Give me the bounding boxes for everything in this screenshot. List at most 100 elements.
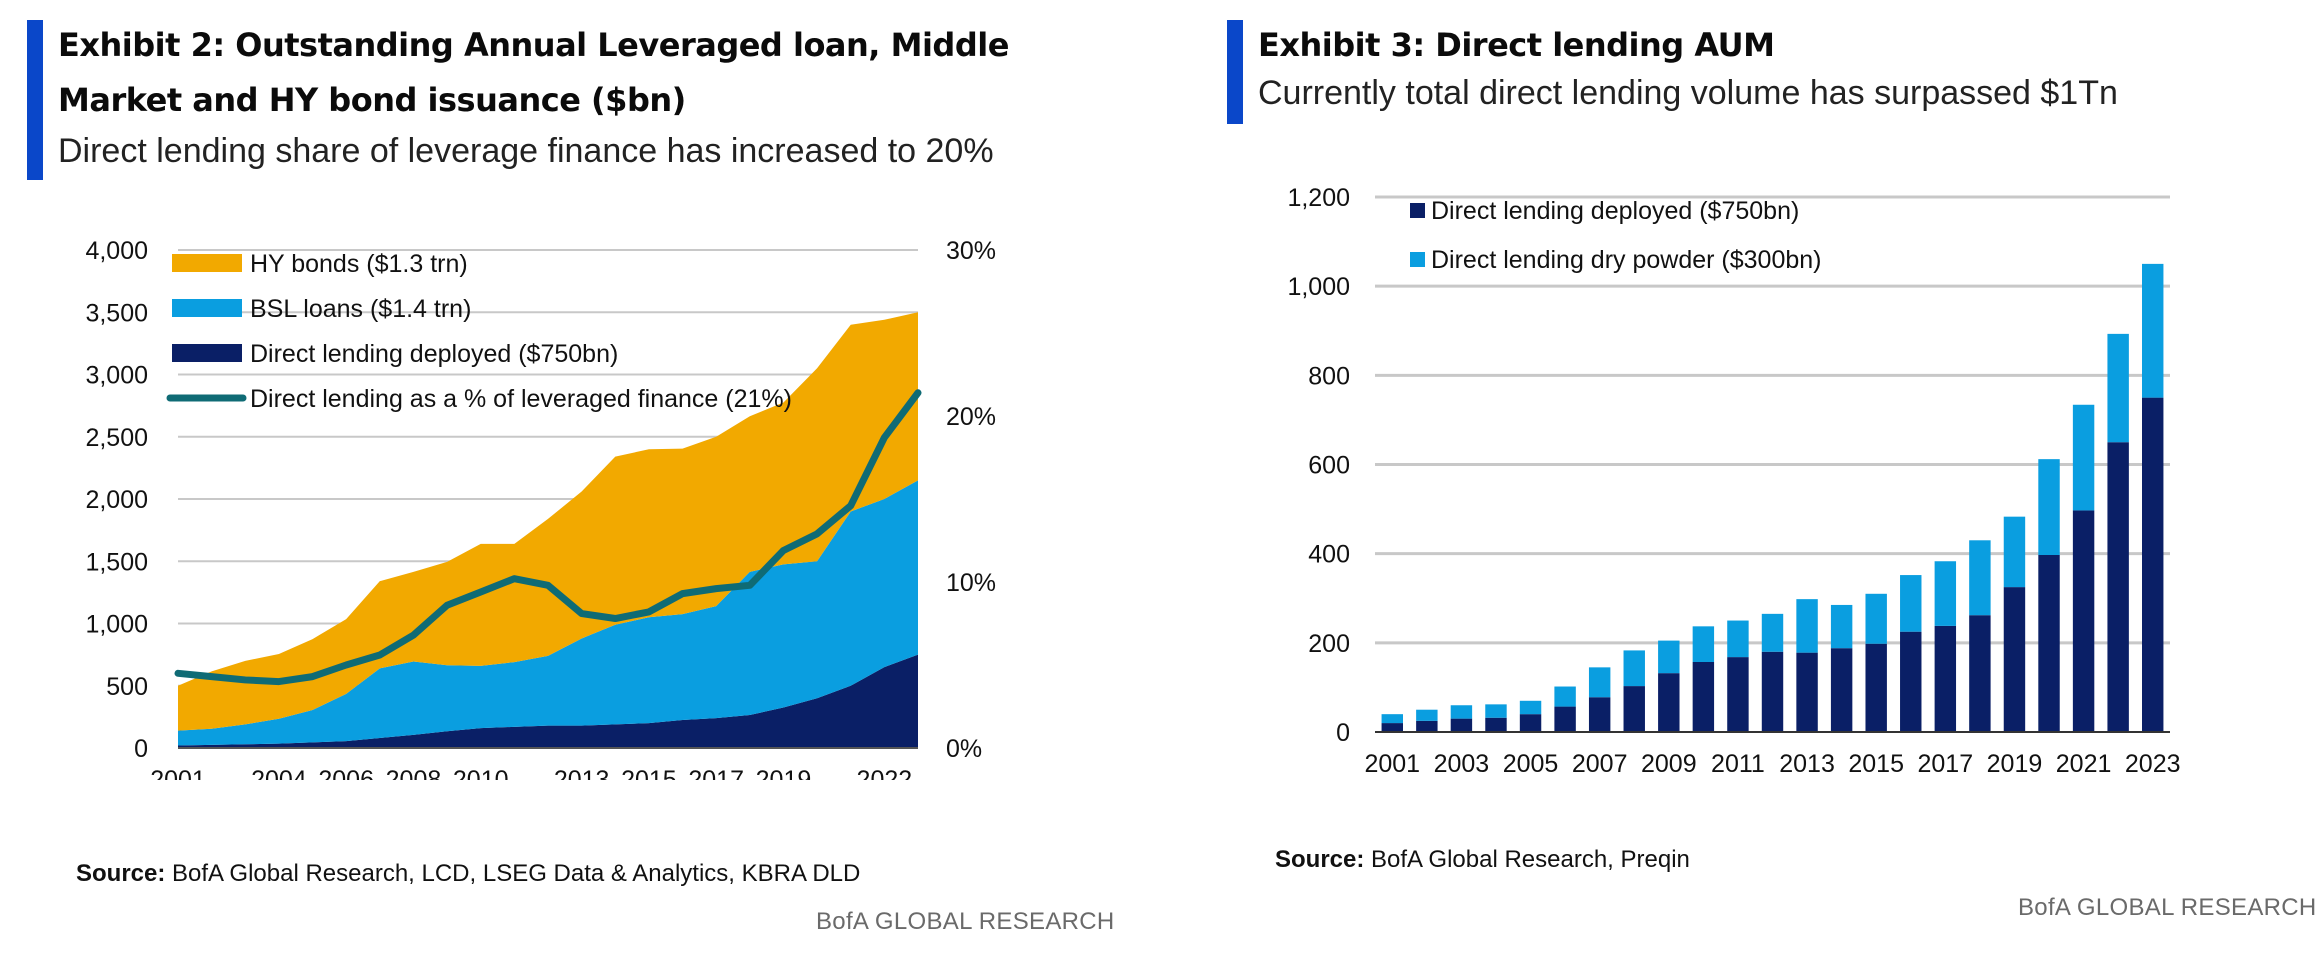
bar-dry_powder: [1900, 575, 1922, 632]
bar-deployed: [1761, 651, 1784, 732]
y-tick-label: 400: [1308, 541, 1350, 569]
bar-dry_powder: [1796, 599, 1818, 653]
x-tick-label: 2009: [1641, 750, 1697, 778]
area-deployed: [178, 654, 918, 748]
bar-deployed: [1416, 720, 1438, 732]
y2-tick-label: 20%: [946, 403, 996, 431]
bar-dry_powder: [1658, 640, 1680, 674]
x-tick-label: 2023: [2125, 750, 2181, 778]
bar-deployed: [2072, 510, 2095, 732]
legend-label: BSL loans ($1.4 trn): [250, 295, 471, 323]
y-tick-label: 2,500: [85, 424, 148, 452]
bar-deployed: [1381, 723, 1403, 732]
bar-dry_powder: [1485, 704, 1507, 718]
y-tick-label: 500: [106, 673, 148, 701]
area-bsl: [178, 480, 918, 746]
x-tick-label: 2015: [1848, 750, 1904, 778]
legend-label: Direct lending deployed ($750bn): [1431, 197, 1799, 225]
bar-deployed: [2107, 442, 2129, 732]
y-tick-label: 1,200: [1287, 184, 1350, 212]
x-tick-label: 2013: [554, 766, 610, 780]
bar-dry_powder: [2003, 516, 2026, 588]
right-chart: 0 200 400 600 800 1,000 1,200 2001 2003 2005 2007 2…: [1287, 184, 2181, 778]
bar-deployed: [1450, 718, 1473, 732]
bar-deployed: [1588, 697, 1611, 732]
bar-deployed: [1692, 662, 1715, 732]
pct-line: [174, 389, 922, 686]
left-footer: BofA GLOBAL RESEARCH: [816, 908, 1115, 935]
bar-dry_powder: [1830, 604, 1853, 649]
left-chart: 0 500 1,000 1,500 2,000 2,500 3,000 3,500 4,000 0…: [85, 237, 996, 780]
bar-deployed: [1934, 625, 1957, 732]
right-exhibit-title: Exhibit 3: Direct lending AUM: [1258, 26, 1775, 64]
x-tick-label: 2008: [386, 766, 442, 780]
y-tick-label: 600: [1308, 452, 1350, 480]
area-hy: [178, 312, 918, 731]
bar-dry_powder: [1865, 593, 1887, 644]
legend-swatch: [172, 344, 242, 362]
bar-deployed: [1554, 706, 1576, 732]
bar-dry_powder: [1519, 700, 1542, 715]
bar-dry_powder: [1416, 709, 1438, 721]
y-tick-label: 1,000: [85, 611, 148, 639]
bar-dry_powder: [2142, 263, 2164, 398]
x-tick-label: 2015: [621, 766, 677, 780]
x-tick-label: 2019: [756, 766, 812, 780]
x-tick-label: 2013: [1779, 750, 1835, 778]
bar-dry_powder: [2038, 459, 2060, 556]
bar-deployed: [1865, 643, 1887, 732]
bar-deployed: [1796, 652, 1818, 732]
y-tick-label: 1,000: [1287, 273, 1350, 301]
right-source-text: BofA Global Research, Preqin: [1371, 846, 1690, 873]
bar-dry_powder: [2072, 404, 2095, 511]
bar-deployed: [1623, 686, 1645, 732]
bar-dry_powder: [1692, 626, 1715, 663]
bar-deployed: [1658, 673, 1680, 732]
y2-tick-label: 0%: [946, 735, 982, 763]
bar-dry_powder: [1934, 561, 1957, 626]
x-tick-label: 2005: [1503, 750, 1559, 778]
bar-dry_powder: [1761, 613, 1784, 652]
bar-deployed: [1485, 717, 1507, 732]
bar-deployed: [2038, 555, 2060, 732]
left-source: Source: BofA Global Research, LCD, LSEG …: [76, 860, 860, 888]
x-tick-label: 2004: [251, 766, 307, 780]
legend-swatch: [1410, 203, 1425, 218]
left-source-label: Source:: [76, 860, 166, 887]
x-tick-label: 2022: [857, 766, 913, 780]
x-tick-label: 2021: [2056, 750, 2112, 778]
bar-deployed: [2142, 397, 2164, 732]
bar-deployed: [1900, 631, 1922, 732]
legend-swatch: [172, 254, 242, 272]
bar-deployed: [1969, 615, 1991, 732]
bar-dry_powder: [1623, 650, 1645, 687]
y-tick-label: 3,500: [85, 299, 148, 327]
x-tick-label: 2017: [688, 766, 744, 780]
legend-label: Direct lending dry powder ($300bn): [1431, 246, 1822, 274]
bar-dry_powder: [1727, 620, 1749, 658]
y-tick-label: 3,000: [85, 362, 148, 390]
right-source: Source: BofA Global Research, Preqin: [1275, 846, 1690, 874]
bar-dry_powder: [1381, 714, 1403, 724]
y-tick-label: 1,500: [85, 548, 148, 576]
right-source-label: Source:: [1275, 846, 1365, 873]
right-title-accent-bar: [1227, 20, 1243, 124]
legend-label: Direct lending as a % of leveraged finan…: [250, 385, 792, 413]
left-title-accent-bar: [27, 20, 43, 180]
y-tick-label: 0: [1336, 719, 1350, 747]
x-tick-label: 2001: [150, 766, 206, 780]
y-tick-label: 200: [1308, 630, 1350, 658]
y-tick-label: 0: [134, 735, 148, 763]
bar-dry_powder: [1588, 667, 1611, 698]
y-tick-label: 2,000: [85, 486, 148, 514]
legend-label: Direct lending deployed ($750bn): [250, 340, 618, 368]
bar-deployed: [1519, 714, 1542, 732]
bar-deployed: [1830, 648, 1853, 732]
bar-dry_powder: [2107, 333, 2129, 443]
y-tick-label: 4,000: [85, 237, 148, 265]
bar-deployed: [2003, 587, 2026, 732]
y2-tick-label: 10%: [946, 569, 996, 597]
x-tick-label: 2019: [1987, 750, 2043, 778]
y2-tick-label: 30%: [946, 237, 996, 265]
left-exhibit-title: Exhibit 2: Outstanding Annual Leveraged …: [58, 26, 1009, 119]
